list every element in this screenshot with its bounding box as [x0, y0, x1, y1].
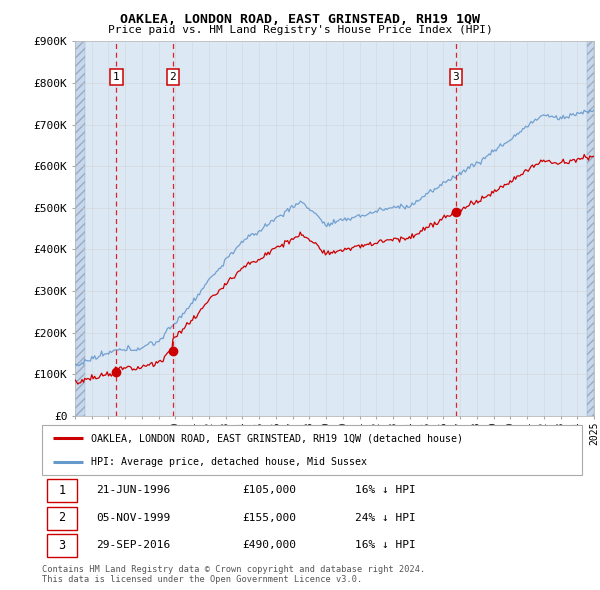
Text: HPI: Average price, detached house, Mid Sussex: HPI: Average price, detached house, Mid … — [91, 457, 367, 467]
Text: 21-JUN-1996: 21-JUN-1996 — [96, 486, 170, 496]
Text: This data is licensed under the Open Government Licence v3.0.: This data is licensed under the Open Gov… — [42, 575, 362, 584]
Text: OAKLEA, LONDON ROAD, EAST GRINSTEAD, RH19 1QW (detached house): OAKLEA, LONDON ROAD, EAST GRINSTEAD, RH1… — [91, 433, 463, 443]
FancyBboxPatch shape — [42, 425, 582, 475]
Text: OAKLEA, LONDON ROAD, EAST GRINSTEAD, RH19 1QW: OAKLEA, LONDON ROAD, EAST GRINSTEAD, RH1… — [120, 13, 480, 26]
Text: £490,000: £490,000 — [242, 540, 296, 550]
Bar — [75, 41, 85, 416]
Text: 2: 2 — [58, 511, 65, 525]
Text: 3: 3 — [58, 539, 65, 552]
Text: 1: 1 — [58, 484, 65, 497]
FancyBboxPatch shape — [47, 507, 77, 530]
Text: 24% ↓ HPI: 24% ↓ HPI — [355, 513, 416, 523]
Text: Price paid vs. HM Land Registry's House Price Index (HPI): Price paid vs. HM Land Registry's House … — [107, 25, 493, 35]
Text: £105,000: £105,000 — [242, 486, 296, 496]
FancyBboxPatch shape — [47, 534, 77, 557]
Text: 3: 3 — [452, 72, 459, 82]
Bar — [587, 41, 594, 416]
Text: 05-NOV-1999: 05-NOV-1999 — [96, 513, 170, 523]
Text: Contains HM Land Registry data © Crown copyright and database right 2024.: Contains HM Land Registry data © Crown c… — [42, 565, 425, 574]
Text: 1: 1 — [113, 72, 120, 82]
Text: 2: 2 — [169, 72, 176, 82]
Text: £155,000: £155,000 — [242, 513, 296, 523]
FancyBboxPatch shape — [47, 479, 77, 502]
Text: 29-SEP-2016: 29-SEP-2016 — [96, 540, 170, 550]
Text: 16% ↓ HPI: 16% ↓ HPI — [355, 486, 416, 496]
Text: 16% ↓ HPI: 16% ↓ HPI — [355, 540, 416, 550]
